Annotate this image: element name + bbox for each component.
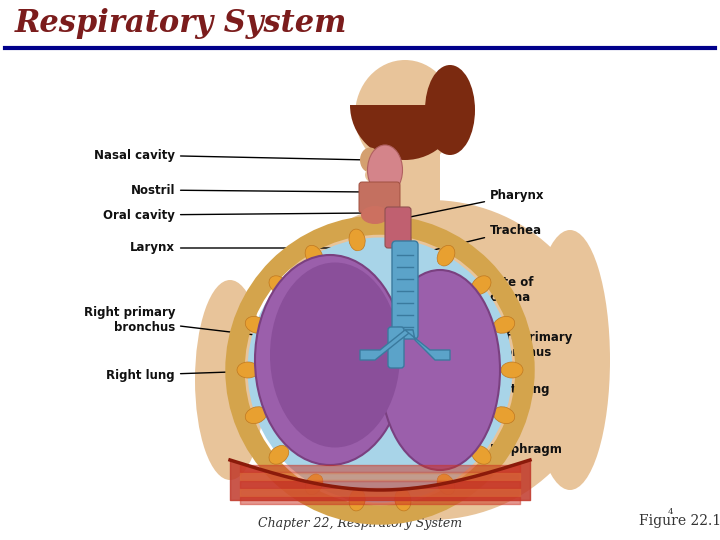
Wedge shape [350,105,460,160]
Ellipse shape [269,446,289,464]
Text: Larynx: Larynx [130,241,387,254]
FancyBboxPatch shape [385,207,411,248]
Text: Chapter 22, Respiratory System: Chapter 22, Respiratory System [258,517,462,530]
Text: Site of
carina: Site of carina [415,276,534,329]
Ellipse shape [195,280,265,480]
FancyBboxPatch shape [388,327,404,368]
Ellipse shape [367,145,402,195]
FancyBboxPatch shape [392,241,418,339]
Ellipse shape [437,474,455,495]
Ellipse shape [349,229,365,251]
FancyBboxPatch shape [370,150,440,240]
Ellipse shape [246,316,266,333]
Ellipse shape [395,229,411,251]
Text: Right lung: Right lung [107,368,287,381]
Text: Left lung: Left lung [453,383,549,396]
Ellipse shape [530,230,610,490]
Text: Left primary
bronchus: Left primary bronchus [450,331,572,359]
Polygon shape [405,330,450,360]
Ellipse shape [472,446,491,464]
Ellipse shape [361,206,389,224]
Ellipse shape [305,245,323,266]
Text: Pharynx: Pharynx [408,188,544,218]
Ellipse shape [248,238,513,503]
Text: Right primary
bronchus: Right primary bronchus [84,306,362,348]
Text: Trachea: Trachea [415,224,542,254]
Text: Figure 22.1: Figure 22.1 [639,514,720,528]
Ellipse shape [349,489,365,511]
Polygon shape [360,330,413,360]
FancyBboxPatch shape [359,182,400,213]
Ellipse shape [270,262,400,448]
Ellipse shape [472,276,491,294]
Text: Diaphragm: Diaphragm [443,443,563,463]
Text: Nostril: Nostril [130,184,365,197]
Ellipse shape [269,276,289,294]
Ellipse shape [395,489,411,511]
Ellipse shape [255,255,405,465]
Ellipse shape [365,165,395,185]
Ellipse shape [260,200,600,520]
Ellipse shape [355,60,455,170]
Ellipse shape [501,362,523,378]
Ellipse shape [380,270,500,470]
Ellipse shape [246,407,266,423]
Text: 4: 4 [667,508,672,516]
Ellipse shape [425,65,475,155]
Ellipse shape [493,316,515,333]
Text: Nasal cavity: Nasal cavity [94,148,367,161]
Text: Respiratory System: Respiratory System [15,8,347,39]
Ellipse shape [493,407,515,423]
Ellipse shape [237,362,259,378]
Ellipse shape [305,474,323,495]
Ellipse shape [437,245,455,266]
Text: Oral cavity: Oral cavity [103,208,365,221]
Ellipse shape [360,147,380,172]
